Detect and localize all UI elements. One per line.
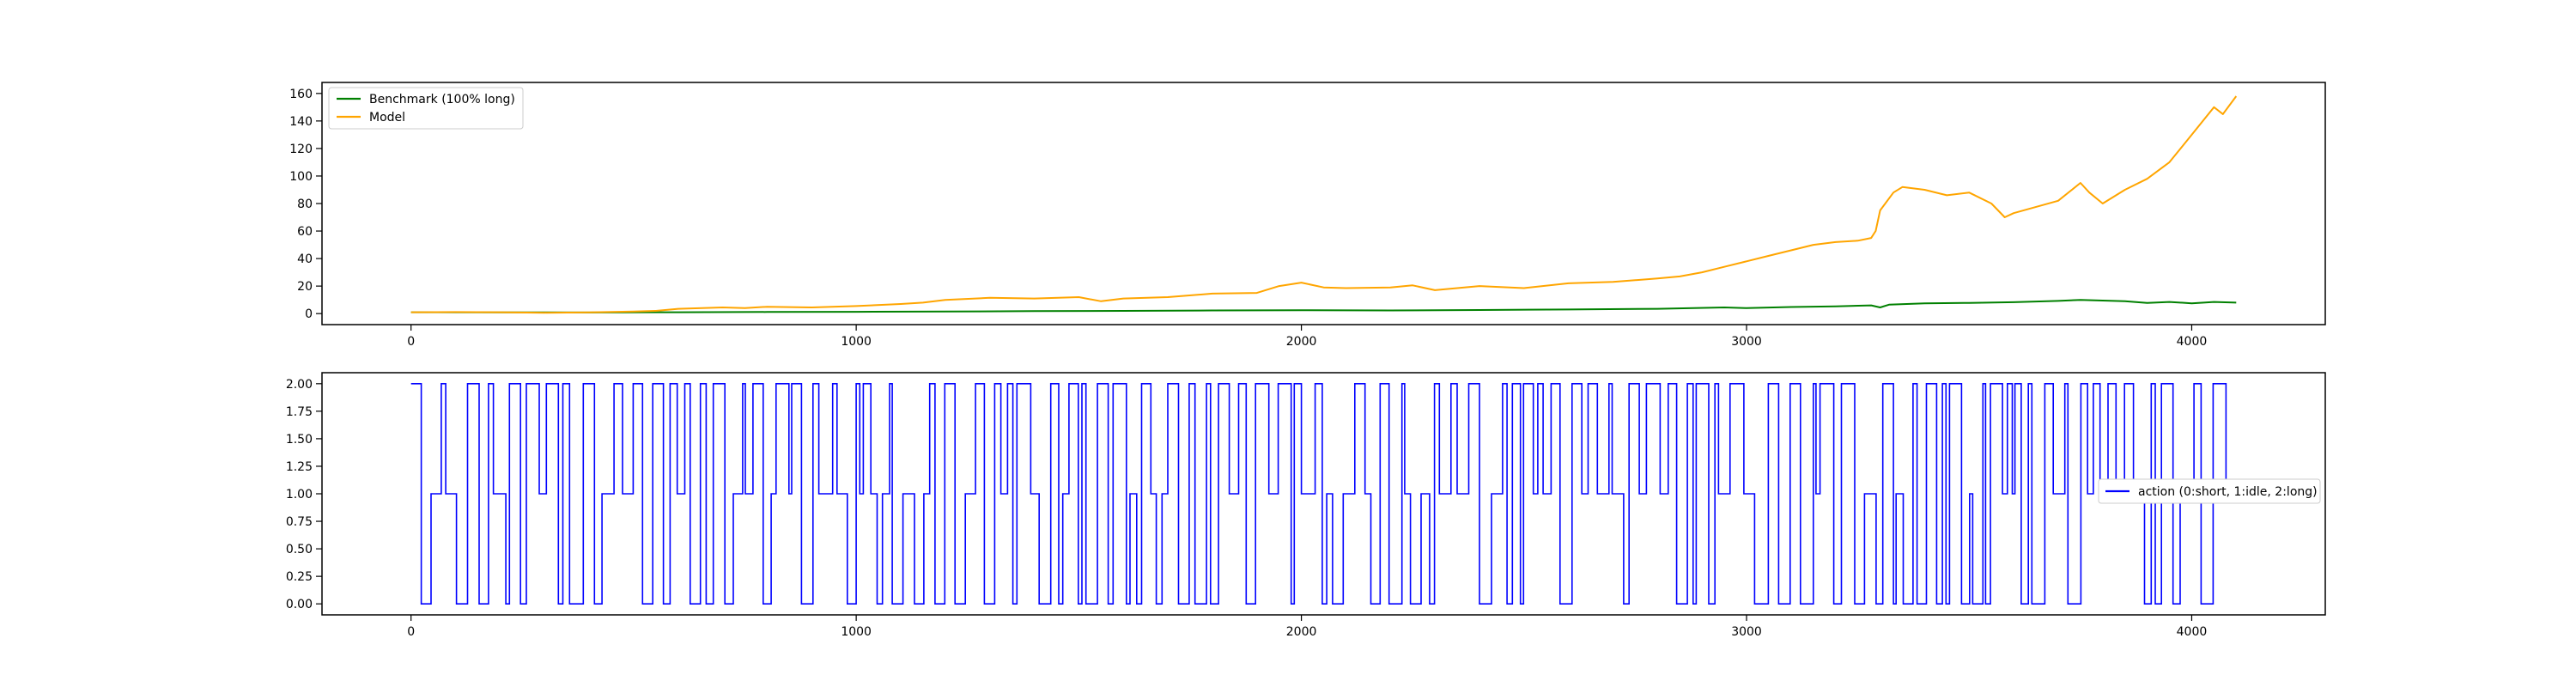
action-step-line [410, 382, 2237, 605]
plot-area-frame [321, 372, 2326, 616]
y-tick-label: 140 [289, 115, 313, 129]
y-tick-label: 40 [297, 252, 313, 266]
legend: Benchmark (100% long) Model [328, 87, 524, 130]
model-line [410, 95, 2238, 314]
y-tick-label: 0.00 [286, 598, 313, 611]
legend: action (0:short, 1:idle, 2:long) [2098, 478, 2321, 504]
y-tick-label: 1.75 [286, 405, 313, 419]
legend-frame [328, 87, 524, 130]
benchmark-line [410, 299, 2237, 313]
y-tick-label: 2.00 [286, 378, 313, 392]
y-tick-label: 20 [297, 280, 313, 294]
legend-frame [2098, 478, 2321, 504]
x-tick-label: 0 [407, 335, 415, 349]
x-tick-label: 3000 [1731, 625, 1762, 639]
x-tick-label: 4000 [2177, 335, 2208, 349]
x-tick-label: 4000 [2177, 625, 2208, 639]
y-tick-label: 120 [289, 143, 313, 156]
x-tick-label: 2000 [1286, 625, 1317, 639]
y-tick-label: 60 [297, 225, 313, 239]
y-tick-label: 80 [297, 198, 313, 211]
y-tick-label: 0 [305, 307, 313, 321]
y-tick-label: 160 [289, 88, 313, 101]
y-tick-label: 0.50 [286, 543, 313, 556]
portfolio-value-chart: 0 1000 2000 3000 4000 020406080100120140160 … [289, 82, 2326, 349]
y-tick-label: 0.75 [286, 515, 313, 529]
action-chart: 0 1000 2000 3000 4000 0.00 0.25 0.50 0.75 1.00 1.… [286, 372, 2326, 639]
x-tick-label: 1000 [841, 335, 872, 349]
legend-label-action: action (0:short, 1:idle, 2:long) [2138, 485, 2318, 499]
y-tick-label: 1.00 [286, 488, 313, 502]
x-tick-label: 3000 [1731, 335, 1762, 349]
x-tick-label: 2000 [1286, 335, 1317, 349]
x-tick-label: 1000 [841, 625, 872, 639]
y-tick-label: 1.50 [286, 433, 313, 447]
legend-label-model: Model [369, 111, 405, 125]
x-tick-label: 0 [407, 625, 415, 639]
legend-label-benchmark: Benchmark (100% long) [369, 93, 515, 106]
y-tick-label: 0.25 [286, 570, 313, 584]
y-tick-label: 100 [289, 170, 313, 184]
y-tick-label: 1.25 [286, 460, 313, 474]
